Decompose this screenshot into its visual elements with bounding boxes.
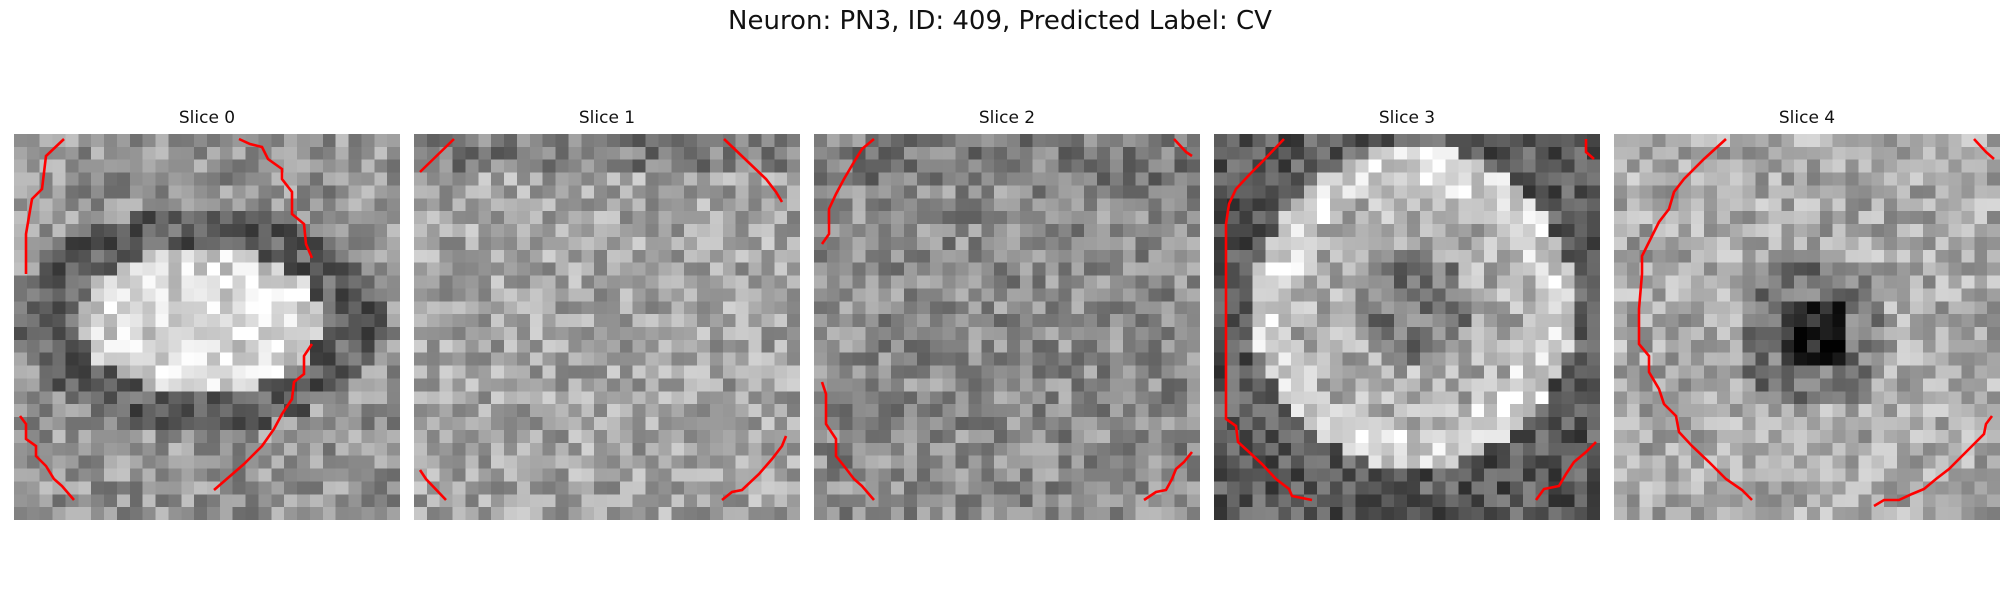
segmentation-contour bbox=[418, 138, 788, 502]
segmentation-contour bbox=[820, 138, 1194, 502]
slice-title: Slice 2 bbox=[978, 108, 1036, 128]
slice-title: Slice 4 bbox=[1778, 108, 1836, 128]
slice-title: Slice 3 bbox=[1378, 108, 1436, 128]
segmentation-contour bbox=[1637, 138, 1995, 508]
slice-panel-2: Slice 2 bbox=[814, 108, 1200, 520]
slice-title: Slice 1 bbox=[578, 108, 636, 128]
slice-title: Slice 0 bbox=[178, 108, 236, 128]
figure-title: Neuron: PN3, ID: 409, Predicted Label: C… bbox=[728, 6, 1272, 36]
slice-image bbox=[1614, 134, 2000, 520]
segmentation-contour bbox=[18, 137, 314, 501]
slice-panel-4: Slice 4 bbox=[1614, 108, 2000, 520]
slice-image bbox=[814, 134, 1200, 520]
slice-image bbox=[14, 134, 400, 520]
segmentation-contour bbox=[1224, 138, 1597, 502]
slice-image bbox=[414, 134, 800, 520]
slice-panel-0: Slice 0 bbox=[14, 108, 400, 520]
slice-panel-3: Slice 3 bbox=[1214, 108, 1600, 520]
slice-image bbox=[1214, 134, 1600, 520]
slice-panel-1: Slice 1 bbox=[414, 108, 800, 520]
